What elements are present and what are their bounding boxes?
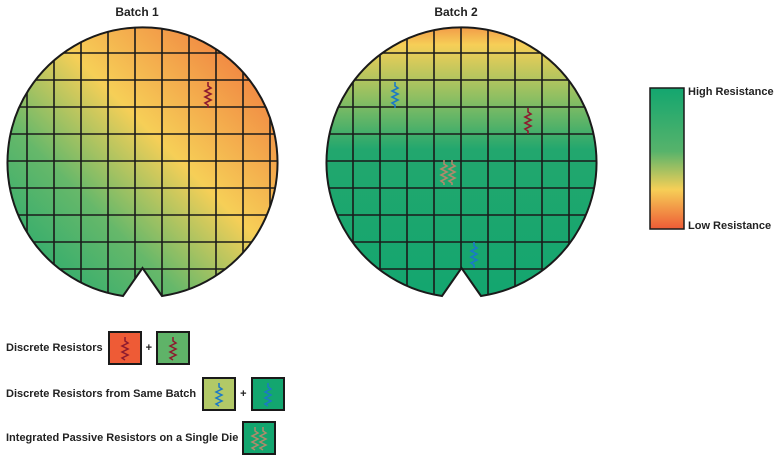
legend-row-discrete: Discrete Resistors + [6, 331, 191, 365]
legend-row-integrated: Integrated Passive Resistors on a Single… [6, 421, 277, 455]
green-wafer-swatch [242, 421, 277, 455]
integrated-resistor-icon [250, 427, 268, 451]
scale-label-high: High Resistance [688, 86, 774, 98]
integrated-resistor-icon [439, 160, 457, 185]
legend-label-discrete: Discrete Resistors [6, 342, 103, 354]
wafer-batch-1 [6, 26, 279, 298]
wafer-batch-2 [325, 26, 598, 298]
green-wafer-swatch [156, 331, 191, 365]
legend-label-integrated: Integrated Passive Resistors on a Single… [6, 432, 239, 444]
resistor-icon-red-right [523, 108, 533, 134]
legend-row-same-batch: Discrete Resistors from Same Batch + [6, 377, 285, 411]
legend-label-same-batch: Discrete Resistors from Same Batch [6, 388, 197, 400]
red-wafer-swatch [107, 331, 142, 365]
resistor-icon [214, 383, 224, 407]
wafer-title-batch-2: Batch 2 [434, 5, 478, 19]
legend-plus: + [145, 342, 153, 354]
legend-plus: + [240, 388, 247, 400]
resistor-icon [119, 337, 130, 361]
yellow-green-wafer-swatch [202, 377, 237, 411]
resistor-icon-blue-top [390, 82, 400, 108]
resistor-icon-blue-bottom [469, 242, 479, 268]
resistance-scale-bar [649, 87, 685, 230]
green-wafer-swatch [250, 377, 285, 411]
wafer-title-batch-1: Batch 1 [115, 5, 159, 19]
resistor-icon [168, 337, 178, 361]
resistor-icon-red [203, 82, 213, 108]
resistor-icon [262, 383, 273, 407]
scale-label-low: Low Resistance [688, 220, 772, 232]
